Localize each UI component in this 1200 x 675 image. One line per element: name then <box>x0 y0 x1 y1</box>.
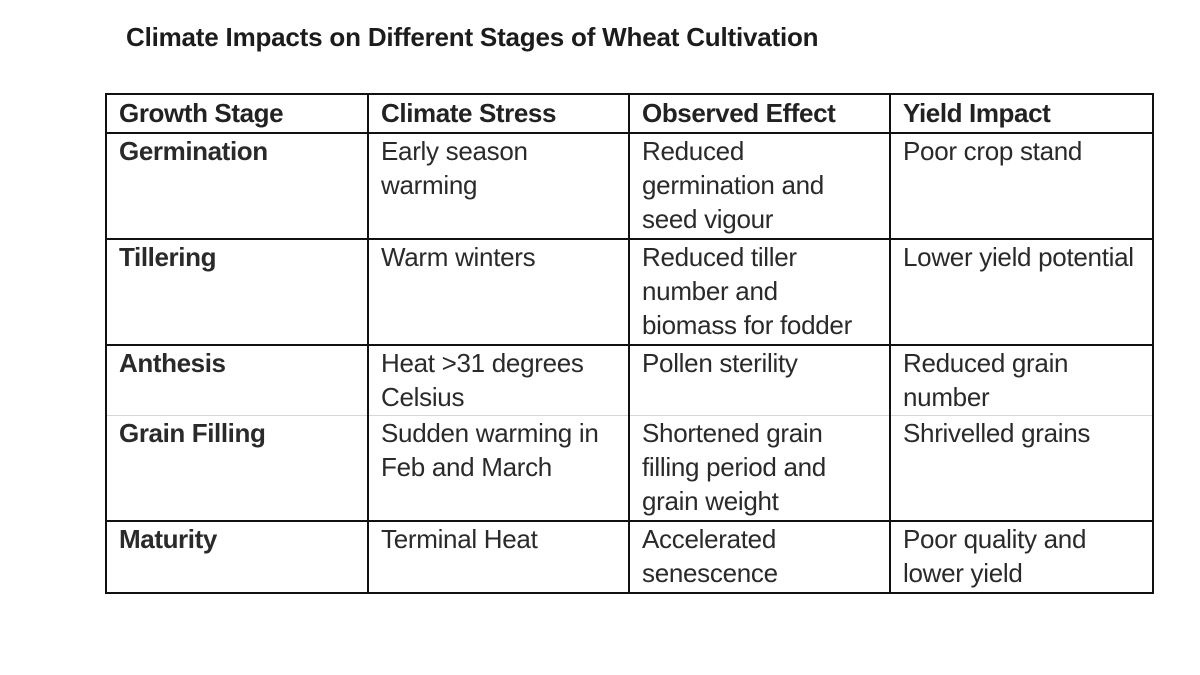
cell-climate-stress: Terminal Heat <box>367 521 630 594</box>
cell-yield-impact: Lower yield potential <box>889 239 1154 346</box>
table-row: Maturity Terminal Heat Accelerated senes… <box>105 521 1154 594</box>
cell-yield-impact: Poor quality and lower yield <box>889 521 1154 594</box>
cell-observed-effect: Pollen sterility <box>628 345 891 416</box>
cell-growth-stage: Anthesis <box>105 345 369 416</box>
table-row: Grain Filling Sudden warming in Feb and … <box>105 415 1154 522</box>
cell-yield-impact: Shrivelled grains <box>889 415 1154 522</box>
cell-climate-stress: Early season warming <box>367 133 630 240</box>
table-row: Germination Early season warming Reduced… <box>105 133 1154 240</box>
cell-observed-effect: Accelerated senescence <box>628 521 891 594</box>
cell-growth-stage: Tillering <box>105 239 369 346</box>
header-yield-impact: Yield Impact <box>889 93 1154 134</box>
cell-climate-stress: Sudden warming in Feb and March <box>367 415 630 522</box>
cell-observed-effect: Reduced tiller number and biomass for fo… <box>628 239 891 346</box>
cell-climate-stress: Warm winters <box>367 239 630 346</box>
header-climate-stress: Climate Stress <box>367 93 630 134</box>
table-row: Anthesis Heat >31 degrees Celsius Pollen… <box>105 345 1154 416</box>
climate-impact-table: Growth Stage Climate Stress Observed Eff… <box>105 93 1154 594</box>
page-title: Climate Impacts on Different Stages of W… <box>126 22 819 52</box>
cell-growth-stage: Germination <box>105 133 369 240</box>
cell-yield-impact: Poor crop stand <box>889 133 1154 240</box>
table-header-row: Growth Stage Climate Stress Observed Eff… <box>105 93 1154 134</box>
header-growth-stage: Growth Stage <box>105 93 369 134</box>
cell-yield-impact: Reduced grain number <box>889 345 1154 416</box>
cell-climate-stress: Heat >31 degrees Celsius <box>367 345 630 416</box>
table-row: Tillering Warm winters Reduced tiller nu… <box>105 239 1154 346</box>
cell-observed-effect: Reduced germination and seed vigour <box>628 133 891 240</box>
cell-observed-effect: Shortened grain filling period and grain… <box>628 415 891 522</box>
header-observed-effect: Observed Effect <box>628 93 891 134</box>
cell-growth-stage: Grain Filling <box>105 415 369 522</box>
cell-growth-stage: Maturity <box>105 521 369 594</box>
